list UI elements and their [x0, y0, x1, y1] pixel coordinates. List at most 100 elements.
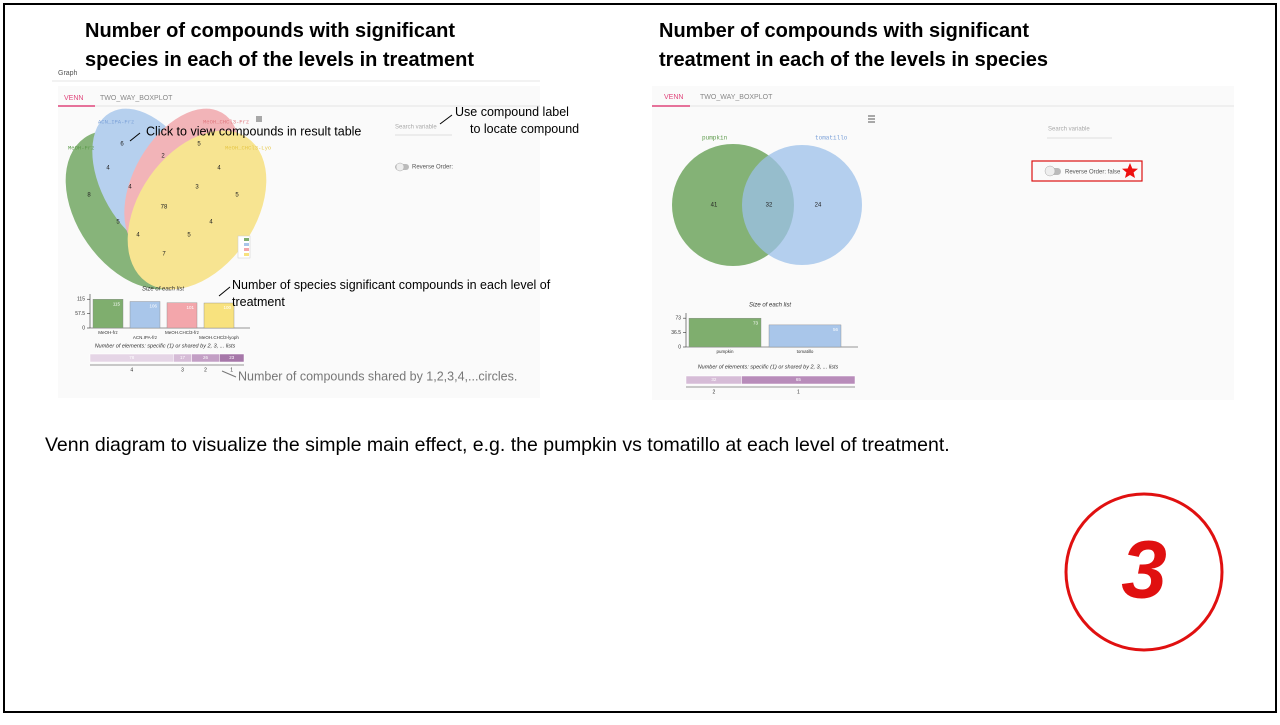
- set-label: MeOH_CHCl3-Frz: [203, 118, 249, 125]
- x-tick-label: MeOH.CHCl3-frz: [165, 330, 200, 335]
- caption: Venn diagram to visualize the simple mai…: [45, 434, 950, 456]
- region-count[interactable]: 41: [711, 203, 718, 209]
- chart-title: Size of each list: [142, 287, 184, 293]
- region-count[interactable]: 6: [120, 142, 124, 148]
- menu-icon[interactable]: [256, 116, 262, 122]
- bar-value-label: 56: [833, 327, 839, 332]
- y-tick-label: 36.5: [671, 330, 681, 336]
- region-count[interactable]: 5: [187, 233, 191, 239]
- chart-title: Number of elements: specific (1) or shar…: [95, 343, 236, 349]
- segment-label: 65: [796, 377, 802, 382]
- highlight-box: [1031, 160, 1143, 182]
- shared-tick-label: 3: [181, 367, 184, 373]
- toggle-knob: [395, 162, 405, 172]
- bar[interactable]: [166, 302, 198, 329]
- shared-tick-label: 1: [797, 389, 800, 395]
- annotation: Number of species significant compounds …: [232, 278, 551, 309]
- y-tick-label: 73: [675, 316, 681, 322]
- region-count[interactable]: 4: [136, 233, 140, 239]
- y-tick-label: 115: [77, 297, 85, 303]
- tab[interactable]: TWO_WAY_BOXPLOT: [700, 94, 773, 101]
- x-tick-label: MeOH-frz: [98, 330, 118, 335]
- annotation: Number of compounds shared by 1,2,3,4,..…: [238, 369, 517, 383]
- shared-tick-label: 2: [204, 367, 207, 373]
- shared-segment[interactable]: [219, 353, 245, 363]
- x-tick-label: ACN.IPA-frz: [133, 335, 158, 340]
- annotation: Click to view compounds in result table: [146, 124, 361, 138]
- star: [1122, 163, 1138, 178]
- annotation: Use compound label to locate compound: [455, 105, 579, 136]
- segment-label: 17: [180, 355, 186, 360]
- region-count[interactable]: 5: [116, 220, 120, 226]
- region-count[interactable]: 5: [235, 193, 239, 199]
- tab[interactable]: VENN: [664, 94, 683, 101]
- set-label: MeOH_CHCl3-Lyo: [225, 144, 271, 151]
- shared-tick-label: 2: [712, 389, 715, 395]
- venn-set[interactable]: [99, 105, 295, 316]
- region-count[interactable]: 2: [161, 154, 165, 160]
- chart-title: Size of each list: [749, 303, 791, 309]
- set-label: ACN_IPA-Frz: [98, 118, 134, 125]
- bar[interactable]: [768, 324, 842, 348]
- shared-tick-label: 4: [130, 367, 133, 373]
- y-tick-label: 57.5: [75, 311, 85, 317]
- region-count[interactable]: 4: [128, 185, 132, 191]
- segment-label: 32: [711, 377, 717, 382]
- region-count[interactable]: 4: [209, 220, 213, 226]
- region-count[interactable]: 5: [197, 142, 201, 148]
- section-title: Number of compounds with significant spec…: [85, 20, 474, 71]
- shared-segment[interactable]: [741, 375, 856, 385]
- x-tick-label: MeOH.CHCl3-lyoph: [199, 335, 239, 340]
- section-title: Number of compounds with significant trea…: [659, 20, 1048, 71]
- region-count[interactable]: 78: [161, 205, 168, 211]
- bar[interactable]: [92, 299, 124, 329]
- left-venn: [65, 105, 295, 316]
- bar[interactable]: [203, 302, 235, 329]
- y-tick-label: 0: [82, 325, 85, 331]
- reverse-label: Reverse Order:: [412, 165, 453, 171]
- region-count[interactable]: 7: [162, 252, 166, 258]
- badge-circle: [1064, 492, 1224, 652]
- region-count[interactable]: 4: [106, 166, 110, 172]
- reverse-label: Reverse Order: false: [1065, 170, 1121, 176]
- slide-border: [3, 3, 1277, 713]
- segment-label: 23: [229, 355, 235, 360]
- set-label: MeOH-Frz: [68, 144, 94, 151]
- bar-value-label: 100: [223, 305, 231, 310]
- panel-header: Graph: [58, 70, 78, 77]
- tab[interactable]: TWO_WAY_BOXPLOT: [100, 95, 173, 102]
- search-field[interactable]: Search variable: [1048, 127, 1090, 133]
- segment-label: 26: [203, 355, 209, 360]
- badge-number: 3: [1121, 525, 1167, 616]
- bar[interactable]: [688, 317, 762, 348]
- shared-tick-label: 1: [230, 367, 233, 373]
- region-count[interactable]: 3: [195, 185, 199, 191]
- menu-icon[interactable]: [868, 115, 875, 123]
- bar[interactable]: [129, 301, 161, 329]
- bar-value-label: 101: [186, 305, 194, 310]
- region-count[interactable]: 24: [815, 203, 822, 209]
- legend-swatch: [244, 238, 249, 241]
- x-tick-label: pumpkin: [716, 349, 734, 354]
- set-label: pumpkin: [702, 135, 728, 142]
- bar-value-label: 73: [753, 320, 759, 325]
- arrows: [129, 114, 453, 378]
- left-legend: [237, 235, 251, 259]
- bar-value-label: 106: [149, 304, 157, 309]
- y-tick-label: 0: [678, 344, 681, 350]
- legend-swatch: [244, 243, 249, 246]
- legend-swatch: [244, 248, 249, 251]
- legend-box: [237, 235, 251, 259]
- region-count[interactable]: 32: [766, 203, 773, 209]
- toggle-knob: [1044, 165, 1056, 177]
- region-count[interactable]: 8: [87, 193, 91, 199]
- segment-label: 78: [129, 355, 135, 360]
- chart-title: Number of elements: specific (1) or shar…: [698, 364, 839, 370]
- x-tick-label: tomatillo: [797, 349, 814, 354]
- venn-set[interactable]: [742, 145, 862, 265]
- tab[interactable]: VENN: [64, 95, 83, 102]
- legend-swatch: [244, 253, 249, 256]
- region-count[interactable]: 4: [217, 166, 221, 172]
- search-field[interactable]: Search variable: [395, 125, 437, 131]
